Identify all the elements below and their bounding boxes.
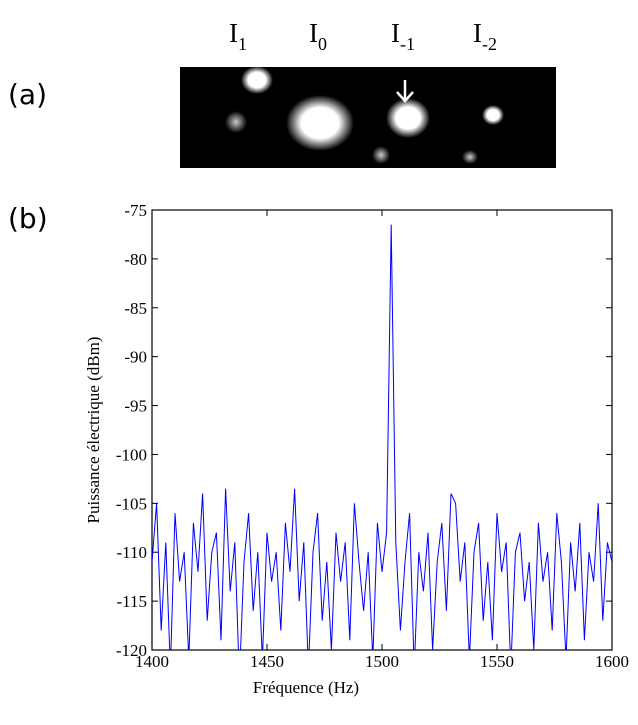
y-tick-label: -100 (116, 445, 147, 464)
plot-frame (151, 209, 613, 651)
y-tick-label: -110 (116, 543, 147, 562)
order-letter: I (309, 18, 318, 48)
panel-label: (a) (8, 78, 47, 111)
order-letter: I (391, 18, 400, 48)
order-subscript: -1 (400, 34, 415, 54)
order-subscript: 1 (238, 34, 247, 54)
order-letter: I (473, 18, 482, 48)
y-tick-label: -105 (116, 494, 147, 513)
panel-label: (b) (8, 202, 48, 235)
x-tick-label: 1550 (480, 652, 514, 671)
order-label: I1 (229, 18, 247, 54)
order-subscript: 0 (318, 34, 327, 54)
y-tick-label: -115 (116, 592, 147, 611)
y-tick-label: -85 (124, 299, 147, 318)
y-tick-label: -80 (124, 250, 147, 269)
y-tick-label: -75 (124, 201, 147, 220)
order-letter: I (229, 18, 238, 48)
y-tick-label: -90 (124, 348, 147, 367)
spectrum-line (152, 224, 612, 650)
y-tick-label: -95 (124, 397, 147, 416)
order-subscript: -2 (482, 34, 497, 54)
x-axis-title: Fréquence (Hz) (253, 678, 359, 697)
diffraction-image (180, 66, 556, 168)
y-tick-label: -120 (116, 641, 147, 660)
x-tick-label: 1400 (135, 652, 169, 671)
order-label: I-1 (391, 18, 415, 54)
order-label: I-2 (473, 18, 497, 54)
order-label: I0 (309, 18, 327, 54)
x-tick-label: 1500 (365, 652, 399, 671)
y-axis-title: Puissance électrique (dBm) (84, 337, 103, 524)
x-tick-label: 1600 (595, 652, 629, 671)
x-tick-label: 1450 (250, 652, 284, 671)
